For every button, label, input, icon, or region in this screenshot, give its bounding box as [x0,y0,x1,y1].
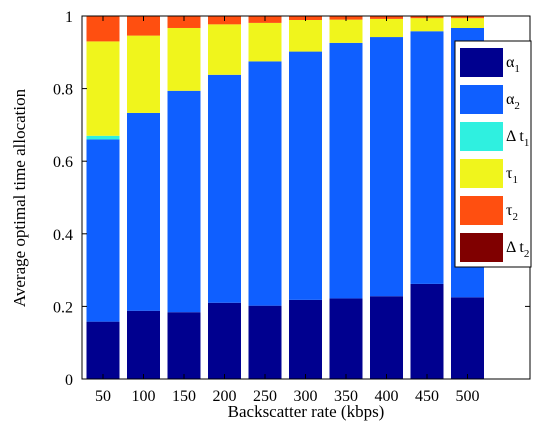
bar-segment-100-series-1 [127,310,160,379]
x-tick-label: 500 [456,388,480,405]
x-tick-label: 350 [334,388,358,405]
legend-swatch [460,159,503,188]
y-tick-label: 1 [65,9,73,26]
legend-swatch [460,233,503,262]
bar-segment-150-series-5 [167,16,201,28]
bar-segment-350-series-4 [329,19,363,43]
x-axis-label: Backscatter rate (kbps) [228,402,385,421]
bar-segment-350-series-2 [329,42,363,299]
bar-segment-50-series-2 [86,139,120,322]
bar-segment-500-series-4 [451,18,484,28]
y-tick-label: 0.2 [53,299,73,316]
bar-segment-50-series-3 [86,135,120,140]
bar-segment-250-series-2 [248,61,282,306]
bar-segment-300-series-4 [289,19,322,52]
legend-label: τ1 [506,165,518,186]
bar-segment-150-series-2 [167,90,201,313]
x-tick-label: 400 [375,388,399,405]
legend-swatch [460,48,503,77]
x-tick-label: 250 [253,388,277,405]
bar-segment-150-series-1 [167,312,201,379]
bar-segment-350-series-1 [329,298,363,379]
x-tick-label: 50 [95,388,111,405]
bar-segment-450-series-1 [410,283,444,379]
bar-segment-300-series-1 [289,299,322,379]
x-tick-label: 200 [213,388,237,405]
bar-segment-100-series-5 [127,16,160,36]
legend-swatch [460,85,503,114]
x-tick-label: 450 [415,388,439,405]
y-tick-label: 0.6 [53,154,73,171]
legend-box [454,40,532,268]
legend-label: τ2 [506,202,518,223]
bar-segment-200-series-1 [208,302,241,379]
bar-segment-400-series-1 [370,296,403,379]
x-tick-label: 300 [294,388,318,405]
legend-swatch [460,196,503,225]
x-tick-label: 100 [132,388,156,405]
bars-layer [86,16,484,379]
y-tick-label: 0.4 [53,227,73,244]
bar-segment-50-series-4 [86,41,120,136]
bar-segment-450-series-4 [410,18,444,32]
legend-swatch [460,122,503,151]
bar-segment-100-series-2 [127,112,160,311]
y-tick-label: 0 [65,372,73,389]
legend-label: Δ t1 [506,128,529,149]
bar-segment-400-series-2 [370,37,403,297]
bar-segment-450-series-2 [410,31,444,284]
bar-segment-300-series-2 [289,51,322,300]
bar-segment-50-series-1 [86,321,120,379]
bar-segment-200-series-4 [208,24,241,75]
bar-segment-250-series-1 [248,305,282,379]
y-axis-label: Average optimal time allocation [10,88,29,307]
bar-segment-200-series-2 [208,74,241,303]
bar-segment-400-series-4 [370,18,403,38]
bar-segment-100-series-4 [127,35,160,113]
bar-segment-500-series-1 [451,297,484,379]
legend-label: Δ t2 [506,239,529,260]
x-tick-label: 150 [172,388,196,405]
y-tick-label: 0.8 [53,82,73,99]
bar-segment-150-series-4 [167,27,201,91]
bar-segment-250-series-4 [248,22,282,62]
